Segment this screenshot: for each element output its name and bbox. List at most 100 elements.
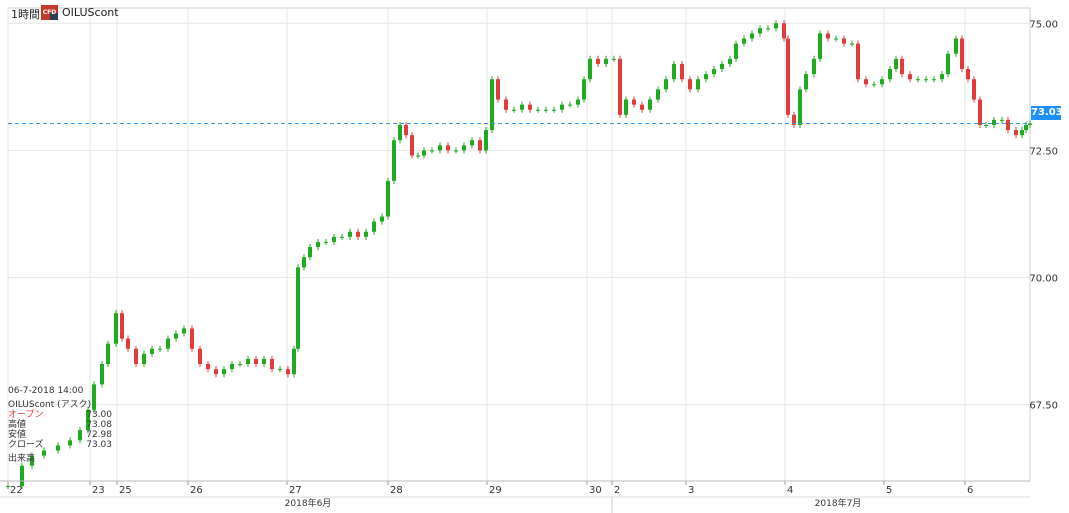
candle-body	[142, 353, 146, 365]
ohlc-row-close: クローズ 73.03	[8, 440, 112, 450]
candle-body	[568, 104, 572, 106]
candle-body	[1020, 130, 1024, 136]
interval-label[interactable]: 1時間	[11, 8, 40, 21]
candle-body	[166, 338, 170, 349]
ohlc-high-value: 73.08	[86, 420, 112, 430]
candle-body	[804, 74, 808, 90]
candle-body	[604, 58, 608, 64]
candle-body	[536, 109, 540, 111]
candle-body	[262, 358, 266, 365]
candle-body	[742, 38, 746, 44]
ohlc-high-label: 高値	[8, 420, 27, 430]
candle-body	[916, 79, 920, 81]
candle-body	[932, 79, 936, 81]
candle-body	[908, 74, 912, 80]
candle-body	[404, 124, 408, 136]
candle-body	[114, 313, 118, 344]
candle-body	[222, 369, 226, 375]
candle-body	[818, 33, 822, 59]
candle-body	[632, 99, 636, 105]
current-price-tag: 73.03	[1031, 106, 1063, 120]
candle-body	[946, 53, 950, 75]
candle-body	[182, 328, 186, 334]
candle-body	[894, 58, 898, 70]
candle-body	[972, 79, 976, 100]
candle-body	[478, 140, 482, 151]
month-label: 2018年6月	[285, 497, 332, 509]
candle-body	[758, 28, 762, 34]
candle-body	[198, 348, 202, 365]
candle-body	[680, 63, 684, 80]
candle-body	[712, 69, 716, 75]
candle-body	[308, 247, 312, 258]
candle-body	[872, 84, 876, 86]
candle-body	[230, 364, 234, 370]
candle-body	[386, 180, 390, 217]
x-tick-label: 27	[289, 485, 302, 496]
candle-body	[798, 89, 802, 125]
ohlc-open-value: 73.00	[86, 410, 112, 420]
candle-body	[364, 231, 368, 237]
candle-body	[238, 364, 242, 366]
ohlc-datetime: 06-7-2018 14:00	[8, 386, 84, 396]
candle-body	[856, 43, 860, 80]
candle-body	[792, 114, 796, 125]
candle-body	[56, 445, 60, 451]
ohlc-close-value: 73.03	[86, 440, 112, 450]
candle-body	[332, 236, 336, 242]
candle-body	[624, 99, 628, 115]
candle-body	[960, 38, 964, 70]
candle-body	[720, 63, 724, 70]
candle-body	[834, 38, 838, 40]
candle-body	[696, 79, 700, 90]
candle-body	[120, 313, 124, 339]
y-tick-label: 75.00	[1029, 19, 1058, 30]
symbol-label[interactable]: OILUScont	[62, 6, 119, 19]
candle-body	[292, 348, 296, 375]
x-tick-label: 2	[614, 485, 620, 496]
candle-body	[106, 343, 110, 365]
candle-body	[392, 140, 396, 181]
candle-body	[900, 58, 904, 75]
candle-body	[552, 109, 556, 111]
ohlc-row-high: 高値 73.08	[8, 420, 112, 430]
candle-body	[588, 58, 592, 80]
candle-body	[504, 99, 508, 110]
ohlc-volume-label: 出来高	[8, 454, 36, 464]
candle-body	[348, 231, 352, 237]
candle-body	[190, 328, 194, 349]
candle-body	[78, 430, 82, 441]
candle-body	[30, 455, 34, 466]
candle-body	[544, 109, 548, 111]
candle-body	[278, 369, 282, 371]
candle-body	[100, 364, 104, 385]
candle-body	[446, 145, 450, 151]
candle-body	[728, 58, 732, 64]
y-tick-label: 72.50	[1029, 146, 1058, 157]
candle-body	[672, 63, 676, 80]
candle-body	[782, 23, 786, 39]
candle-body	[302, 257, 306, 268]
candle-body	[410, 135, 414, 156]
candle-body	[416, 155, 420, 157]
candle-body	[1000, 119, 1004, 121]
candle-body	[656, 89, 660, 100]
ohlc-row-low: 安値 72.98	[8, 430, 112, 440]
x-tick-label: 26	[190, 485, 203, 496]
candle-body	[422, 150, 426, 156]
y-tick-label: 67.50	[1029, 401, 1058, 412]
candle-body	[380, 216, 384, 222]
candle-body	[438, 145, 442, 151]
candle-body	[520, 104, 524, 110]
candle-body	[812, 58, 816, 75]
x-tick-label: 4	[787, 485, 793, 496]
cfd-badge-text: CFD	[43, 9, 57, 16]
candle-body	[1006, 119, 1010, 131]
candle-body	[356, 231, 360, 237]
candle-body	[324, 241, 328, 243]
candle-body	[560, 104, 564, 110]
candle-body	[826, 33, 830, 39]
candle-body	[42, 450, 46, 456]
ohlc-panel: 06-7-2018 14:00 OILUScont (アスク) オープン 73.…	[8, 386, 112, 464]
